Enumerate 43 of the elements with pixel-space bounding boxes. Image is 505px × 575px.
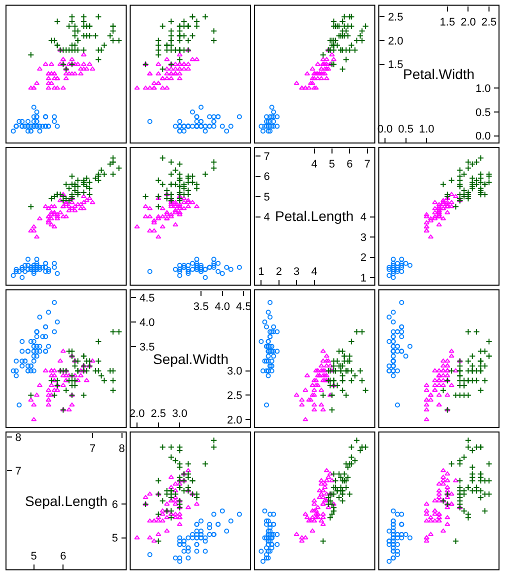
y2-tick-label: 3.0	[227, 366, 242, 378]
x2-tick-label: 6	[346, 158, 353, 171]
y-tick-label: 5	[264, 191, 270, 204]
y2-tick-label: 0.5	[476, 106, 491, 119]
y-tick-label: 4.5	[139, 292, 155, 304]
text: Petal.Width	[403, 66, 475, 82]
y2-tick-label: 1.0	[476, 83, 491, 96]
x-tick-label: 4	[311, 266, 318, 278]
x2-tick-label: 7	[364, 158, 370, 171]
y2-tick-label: 2	[360, 252, 367, 264]
x2-tick-label: 4.0	[214, 300, 230, 313]
x-tick-label: 1	[258, 266, 264, 278]
text: Petal.Length	[275, 208, 354, 224]
x-tick-label: 3	[294, 266, 300, 278]
x2-tick-label: 5	[328, 158, 336, 171]
y-tick-label: 3.5	[139, 341, 155, 354]
x2-tick-label: 3.5	[193, 300, 209, 313]
x2-tick-label: 2.0	[460, 16, 476, 28]
x2-tick-label: 7	[89, 443, 96, 456]
x2-tick-label: 8	[118, 443, 125, 456]
y2-tick-label: 4	[360, 212, 367, 224]
x-tick-label: 1.0	[418, 124, 434, 136]
y2-tick-label: 6	[112, 499, 118, 512]
y-tick-label: 2.5	[388, 12, 404, 24]
x2-tick-label: 1.5	[440, 16, 456, 28]
x-tick-label: 3.0	[172, 408, 188, 420]
x-tick-label: 2	[276, 266, 282, 278]
y-tick-label: 2.0	[388, 35, 404, 48]
x2-tick-label: 4	[311, 158, 318, 171]
text: Sepal.Width	[153, 351, 228, 367]
x-tick-label: 2.0	[129, 408, 145, 420]
y-tick-label: 1.5	[388, 59, 404, 72]
y-tick-label: 4	[264, 212, 270, 224]
x-tick-label: 2.5	[150, 408, 166, 420]
x2-tick-label: 2.5	[481, 16, 497, 28]
y2-tick-label: 3	[360, 232, 367, 244]
y2-tick-label: 5	[112, 532, 118, 545]
x-tick-label: 0.5	[398, 124, 414, 136]
y-tick-label: 4.0	[139, 316, 155, 329]
y-tick-label: 6	[264, 171, 270, 184]
y2-tick-label: 2.5	[227, 390, 242, 402]
text: Sepal.Length	[25, 493, 108, 509]
y-tick-label: 7	[264, 150, 270, 163]
